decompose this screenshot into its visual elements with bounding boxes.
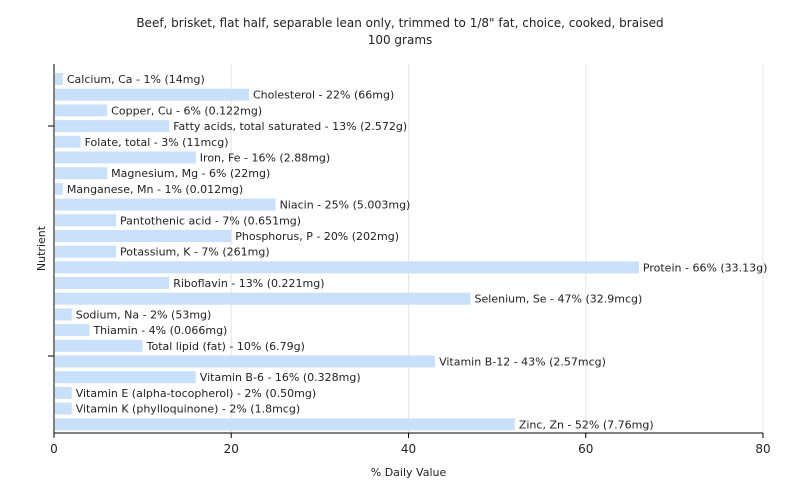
bar-label: Vitamin B-6 - 16% (0.328mg) [200,371,361,384]
x-tick-label: 80 [755,442,770,456]
bar-label: Zinc, Zn - 52% (7.76mg) [519,418,654,431]
x-tick-label: 0 [50,442,58,456]
bar-label: Total lipid (fat) - 10% (6.79g) [146,340,305,353]
bar [55,182,63,195]
chart-title: Beef, brisket, flat half, separable lean… [136,16,664,30]
bar [55,120,170,133]
bar [55,245,117,258]
bar-label: Magnesium, Mg - 6% (22mg) [111,167,270,180]
bar [55,229,232,242]
x-axis-title: % Daily Value [371,466,447,479]
bar [55,88,249,101]
bar [55,355,436,368]
bar-label: Riboflavin - 13% (0.221mg) [173,277,324,290]
bar-label: Cholesterol - 22% (66mg) [253,89,394,102]
bar-label: Potassium, K - 7% (261mg) [120,246,270,259]
bar-label: Calcium, Ca - 1% (14mg) [67,73,205,86]
bar-label: Protein - 66% (33.13g) [643,261,768,274]
bar-label: Manganese, Mn - 1% (0.012mg) [67,183,243,196]
chart-subtitle: 100 grams [367,33,433,47]
bar-label: Pantothenic acid - 7% (0.651mg) [120,214,301,227]
bar-label: Copper, Cu - 6% (0.122mg) [111,104,262,117]
bar [55,151,196,164]
bar [55,339,143,352]
bar-label: Niacin - 25% (5.003mg) [280,199,411,212]
bar [55,324,90,337]
bar-label: Selenium, Se - 47% (32.9mcg) [475,293,643,306]
bar-label: Folate, total - 3% (11mcg) [85,136,229,149]
bar [55,418,515,431]
bar [55,167,108,180]
bar-label: Vitamin B-12 - 43% (2.57mcg) [439,356,606,369]
bar [55,135,81,148]
x-tick-label: 60 [578,442,593,456]
bar [55,386,72,399]
x-tick-label: 20 [224,442,239,456]
bar-label: Vitamin K (phylloquinone) - 2% (1.8mcg) [76,403,300,416]
bar [55,371,196,384]
bar [55,261,639,274]
bar-label: Sodium, Na - 2% (53mg) [76,308,212,321]
bar-label: Vitamin E (alpha-tocopherol) - 2% (0.50m… [76,387,316,400]
bar-label: Thiamin - 4% (0.066mg) [92,324,227,337]
bar-label: Fatty acids, total saturated - 13% (2.57… [173,120,407,133]
x-tick-label: 40 [401,442,416,456]
bar [55,104,108,117]
bar-label: Phosphorus, P - 20% (202mg) [235,230,399,243]
bar-label: Iron, Fe - 16% (2.88mg) [200,151,330,164]
bar [55,292,471,305]
bar [55,277,170,290]
bar [55,214,117,227]
bar [55,402,72,415]
bar [55,308,72,321]
bar [55,73,63,85]
y-axis-title: Nutrient [35,225,48,271]
bar [55,198,276,211]
